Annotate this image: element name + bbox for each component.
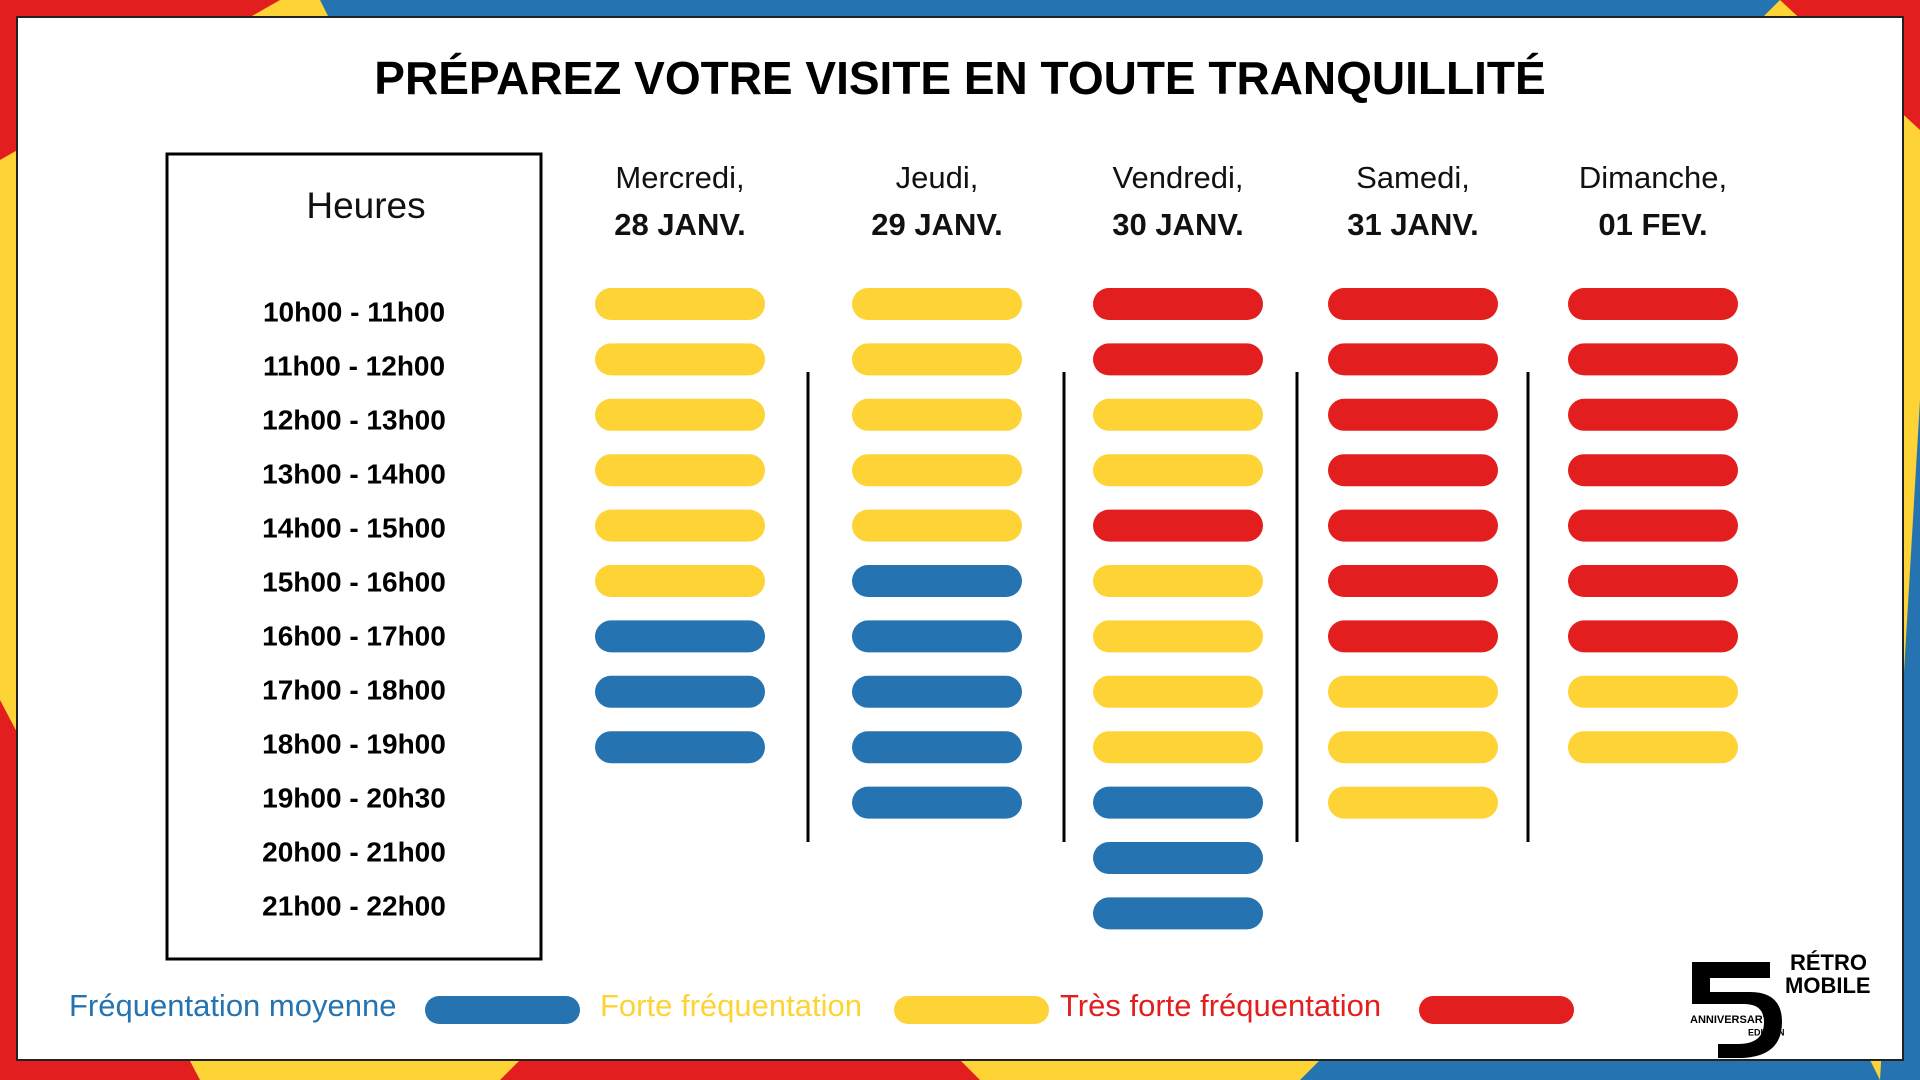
legend-swatch (1419, 996, 1574, 1024)
slot-bar (852, 454, 1022, 487)
day-date: 01 FEV. (1598, 207, 1707, 242)
hour-label: 13h00 - 14h00 (262, 458, 446, 489)
slot-bar (1093, 288, 1263, 320)
slot-bar (852, 786, 1022, 819)
slot-bar (595, 620, 765, 653)
hour-label: 10h00 - 11h00 (263, 296, 445, 327)
slot-bar (852, 675, 1022, 708)
hour-label: 11h00 - 12h00 (263, 350, 445, 381)
hour-label: 16h00 - 17h00 (262, 620, 446, 651)
slot-bar (595, 454, 765, 487)
slot-bar (852, 398, 1022, 431)
title: PRÉPAREZ VOTRE VISITE EN TOUTE TRANQUILL… (374, 52, 1545, 104)
hour-label: 14h00 - 15h00 (262, 512, 446, 543)
slot-bar (1568, 620, 1738, 653)
slot-bar (1568, 398, 1738, 431)
slot-bar (1328, 509, 1498, 542)
day-name: Samedi, (1356, 160, 1470, 195)
slot-bar (852, 288, 1022, 320)
slot-bar (1568, 454, 1738, 487)
day-name: Jeudi, (896, 160, 979, 195)
day-name: Dimanche, (1579, 160, 1727, 195)
day-date: 31 JANV. (1347, 207, 1479, 242)
slot-bar (852, 620, 1022, 653)
logo-text: MOBILE (1785, 973, 1871, 998)
decor (500, 1060, 980, 1080)
hour-label: 15h00 - 16h00 (262, 566, 446, 597)
slot-bar (595, 675, 765, 708)
slot-bar (1093, 565, 1263, 597)
slot-bar (1568, 565, 1738, 597)
content: 10h00 - 11h00 11h00 - 12h00 12h00 - 13h00 1… (69, 160, 1738, 1024)
legend-label: Fréquentation moyenne (69, 988, 396, 1023)
slot-bar (1093, 897, 1263, 930)
slot-bar (1328, 620, 1498, 653)
slot-bar (852, 731, 1022, 764)
slot-bar (1328, 288, 1498, 320)
slot-bar (1328, 565, 1498, 597)
slot-bar (1093, 398, 1263, 431)
slot-bar (852, 565, 1022, 597)
legend-label: Très forte fréquentation (1060, 988, 1381, 1023)
legend-swatch (425, 996, 580, 1024)
slot-bar (595, 509, 765, 542)
day-name: Vendredi, (1113, 160, 1244, 195)
slot-bar (1328, 731, 1498, 764)
day-date: 28 JANV. (614, 207, 746, 242)
hour-label: 19h00 - 20h30 (262, 782, 446, 813)
slot-bar (1093, 786, 1263, 819)
day-date: 30 JANV. (1112, 207, 1244, 242)
slot-bar (595, 288, 765, 320)
slot-bar (1093, 343, 1263, 376)
slot-bar (1328, 786, 1498, 819)
slot-bar (1328, 675, 1498, 708)
decor (1300, 1060, 1880, 1080)
slot-bar (1093, 731, 1263, 764)
legend-label: Forte fréquentation (600, 988, 862, 1023)
logo-five (1692, 962, 1782, 1058)
hour-label: 21h00 - 22h00 (262, 890, 446, 921)
slot-bar (1328, 398, 1498, 431)
slot-bar (595, 343, 765, 376)
slot-bar (1093, 454, 1263, 487)
slot-bar (1568, 343, 1738, 376)
slot-bar (1093, 620, 1263, 653)
hour-label: 20h00 - 21h00 (262, 836, 446, 867)
hours-title: Heures (306, 185, 425, 226)
slot-bar (1568, 288, 1738, 320)
slot-bar (1568, 509, 1738, 542)
slot-bar (595, 731, 765, 764)
hour-label: 12h00 - 13h00 (262, 404, 446, 435)
hour-label: 18h00 - 19h00 (262, 728, 446, 759)
hour-label: 17h00 - 18h00 (262, 674, 446, 705)
slot-bar (852, 343, 1022, 376)
slot-bar (1568, 675, 1738, 708)
slot-bar (595, 398, 765, 431)
slot-bar (595, 565, 765, 597)
slot-bar (1093, 842, 1263, 874)
decor (320, 0, 1780, 20)
logo-text: RÉTRO (1790, 950, 1867, 975)
logo: RÉTRO MOBILE ANNIVERSARY EDITION (1690, 950, 1871, 1058)
slot-bar (1093, 509, 1263, 542)
day-name: Mercredi, (615, 160, 744, 195)
legend-swatch (894, 996, 1049, 1024)
day-date: 29 JANV. (871, 207, 1003, 242)
hours-box (165, 152, 543, 961)
slot-bar (1328, 454, 1498, 487)
slot-bar (1328, 343, 1498, 376)
slot-bar (1568, 731, 1738, 764)
slot-bar (1093, 675, 1263, 708)
slot-bar (852, 509, 1022, 542)
logo-text: ANNIVERSARY (1690, 1014, 1770, 1026)
